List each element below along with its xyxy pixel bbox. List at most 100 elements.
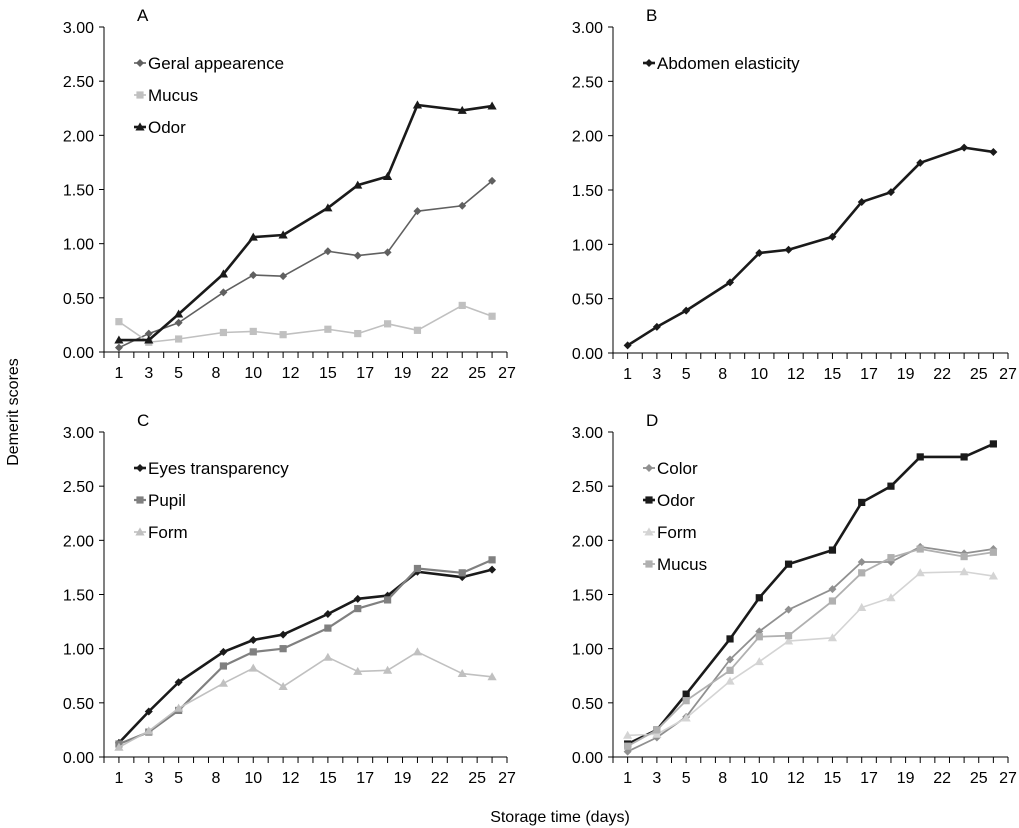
data-point (413, 207, 422, 216)
data-point (857, 197, 866, 206)
data-point (174, 318, 183, 327)
data-point (755, 594, 763, 602)
data-point (916, 158, 925, 167)
y-tick-label: 2.50 (63, 74, 94, 91)
data-point (144, 335, 154, 344)
data-point (887, 554, 895, 562)
data-point (726, 635, 734, 643)
data-point (828, 597, 837, 605)
data-point (412, 100, 423, 109)
data-point (278, 681, 288, 691)
x-tick-label: 3 (652, 366, 661, 383)
data-point (248, 663, 258, 672)
legend-label: Form (657, 523, 697, 542)
data-point (412, 647, 423, 656)
x-tick-label: 8 (718, 770, 727, 787)
data-point (755, 249, 764, 258)
x-tick-label: 22 (933, 366, 951, 383)
x-tick-label: 10 (244, 365, 262, 382)
panel-b: 0.00 0.50 1.00 1.50 2.00 2.50 3.00 1 3 5 8 10 12 15 17… (572, 6, 1017, 383)
data-point (249, 636, 258, 644)
y-tick-label: 0.00 (572, 750, 603, 767)
data-point (458, 569, 466, 577)
x-tick-label: 27 (498, 365, 516, 382)
data-point (144, 726, 154, 735)
legend-label: Mucus (148, 86, 198, 105)
y-tick-label: 1.00 (63, 237, 94, 254)
data-point (652, 322, 661, 331)
data-point (279, 630, 288, 639)
data-point (219, 647, 228, 656)
data-point (960, 453, 968, 461)
x-tick-label: 12 (282, 365, 300, 382)
data-point (989, 147, 998, 156)
data-point (960, 552, 968, 561)
y-tick-label: 3.00 (63, 425, 94, 442)
series-pupil (115, 556, 496, 748)
data-point (828, 585, 837, 594)
data-point (887, 482, 895, 490)
data-point (784, 560, 793, 568)
legend-marker (136, 91, 144, 99)
data-point (623, 341, 632, 350)
data-point (623, 730, 633, 739)
data-point (488, 176, 497, 185)
y-tick-label: 1.50 (63, 183, 94, 200)
data-point (886, 188, 895, 197)
data-point (413, 564, 422, 573)
x-tick-label: 17 (860, 770, 878, 787)
x-tick-label: 17 (356, 770, 374, 787)
series-geral-appearence (114, 176, 497, 352)
y-tick-label: 0.00 (63, 345, 94, 362)
data-point (886, 593, 896, 602)
data-point (959, 567, 969, 576)
series-mucus (115, 301, 496, 346)
data-point (828, 546, 837, 554)
data-point (249, 648, 257, 656)
data-point (175, 335, 183, 343)
y-tick-label: 2.00 (63, 128, 94, 145)
x-tick-label: 3 (144, 770, 153, 787)
data-point (115, 318, 123, 326)
x-tick-label: 3 (652, 770, 661, 787)
data-point (382, 171, 393, 180)
panel-d: 0.00 0.50 1.00 1.50 2.00 2.50 3.00 1 3 5 8 10 12 15 17… (572, 411, 1017, 787)
legend-label: Geral appearence (148, 54, 284, 73)
panel-letter: B (646, 6, 657, 25)
data-point (726, 655, 735, 664)
x-tick-label: 22 (431, 770, 449, 787)
y-tick-label: 1.00 (572, 642, 603, 659)
data-point (457, 105, 467, 114)
y-tick-label: 2.50 (572, 479, 603, 496)
data-point (988, 571, 998, 580)
series-line (627, 570, 994, 737)
data-point (382, 665, 393, 674)
data-point (725, 676, 735, 685)
series-line (627, 442, 994, 746)
data-point (652, 729, 662, 738)
x-tick-label: 17 (356, 365, 374, 382)
data-point (488, 556, 496, 564)
data-point (279, 272, 288, 281)
x-tick-label: 17 (860, 366, 878, 383)
data-point (174, 678, 183, 687)
data-point (726, 666, 734, 674)
y-tick-label: 2.00 (572, 533, 603, 550)
data-point (488, 312, 496, 320)
x-tick-label: 8 (718, 366, 727, 383)
data-point (114, 343, 123, 352)
data-point (218, 678, 229, 687)
series-color (623, 542, 998, 756)
data-point (323, 652, 333, 661)
data-point (487, 101, 497, 110)
x-tick-label: 25 (970, 770, 988, 787)
x-tick-label: 22 (933, 770, 951, 787)
x-tick-label: 8 (211, 365, 220, 382)
legend-marker (645, 560, 653, 568)
panel-letter: A (137, 6, 149, 25)
legend-label: Eyes transparency (148, 459, 289, 478)
x-tick-label: 15 (319, 365, 337, 382)
x-tick-label: 19 (897, 366, 915, 383)
data-point (174, 703, 184, 712)
data-point (682, 306, 691, 315)
